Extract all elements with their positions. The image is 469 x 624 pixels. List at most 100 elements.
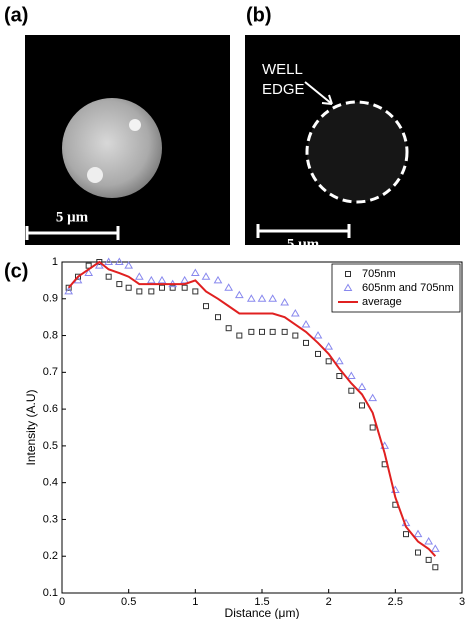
x-tick-label: 3: [459, 596, 465, 608]
data-point: [281, 328, 288, 335]
x-tick-label: 1.5: [254, 596, 269, 608]
x-tick-label: 2: [326, 596, 332, 608]
data-point: [234, 290, 244, 299]
y-tick-label: 0.1: [43, 587, 58, 599]
data-point: [257, 294, 267, 302]
data-point: [136, 288, 143, 295]
plot: 0 0.5 1 1.5 2 2.5 3 0.1 0.2 0.3 0.4 0.5 0.6 0.7 0.8 0.9…: [24, 256, 465, 620]
panel-label: (c): [4, 260, 28, 282]
data-point: [315, 350, 321, 357]
bright-spot: [87, 167, 103, 183]
y-axis-label: Intensity (A.U): [24, 389, 38, 465]
data-line: [67, 260, 437, 557]
data-point: [181, 284, 188, 291]
data-point: [292, 332, 299, 339]
data-point: [269, 328, 276, 335]
data-point: [432, 564, 439, 571]
scale-label: 5 μm: [56, 209, 89, 225]
data-point: [125, 284, 132, 291]
y-tick-label: 0.2: [43, 550, 58, 562]
y-tick-label: 0.3: [43, 513, 58, 525]
data-point: [348, 387, 355, 394]
y-tick-label: 0.8: [43, 329, 58, 341]
x-tick-label: 2.5: [388, 596, 403, 608]
plot-frame: [61, 261, 463, 594]
data-point: [64, 286, 74, 295]
y-tick-label: 0.4: [43, 477, 58, 489]
x-tick-label: 1: [192, 596, 198, 608]
data-point: [301, 320, 311, 328]
data-point: [303, 339, 309, 346]
panel-label: (a): [4, 4, 28, 26]
data-point: [84, 268, 94, 277]
data-point: [213, 275, 223, 284]
scale-bar: [25, 226, 120, 240]
data-point: [148, 288, 155, 295]
data-point: [114, 257, 124, 265]
data-point: [190, 268, 200, 277]
data-point: [236, 332, 243, 339]
data-point: [290, 308, 300, 317]
y-tick-label: 0.9: [43, 293, 58, 305]
data-point: [124, 261, 134, 269]
data-point: [313, 331, 323, 339]
y-tick-label: 0.6: [43, 403, 58, 415]
data-point: [334, 356, 344, 365]
cell: [62, 98, 162, 198]
data-point: [203, 303, 209, 310]
data-point: [424, 537, 434, 545]
data-point: [159, 284, 165, 291]
data-point: [359, 402, 365, 409]
data-point: [134, 272, 144, 280]
well-edge: [305, 100, 409, 204]
data-point: [215, 314, 221, 321]
data-point: [75, 273, 81, 280]
data-point: [425, 556, 432, 563]
data-point: [413, 529, 423, 538]
data-point: [180, 275, 190, 284]
annotation: EDGE: [262, 81, 305, 98]
data-point: [368, 393, 378, 402]
data-point: [105, 273, 112, 280]
data-point: [169, 284, 176, 291]
x-tick-label: 0.5: [121, 596, 136, 608]
x-axis-label: Distance (μm): [225, 606, 300, 619]
bright-spot: [129, 119, 141, 131]
data-point: [157, 275, 167, 284]
data-point: [259, 328, 265, 335]
x-tick-label: 0: [59, 596, 65, 608]
data-point: [96, 259, 103, 265]
data-point: [225, 325, 232, 332]
annotation: WELL: [262, 61, 303, 78]
legend-label: 605nm and 705nm: [362, 282, 454, 294]
y-tick-label: 0.7: [43, 366, 58, 378]
scale-label: 5 μm: [287, 236, 320, 252]
scale-bar: [256, 224, 351, 238]
data-point: [94, 261, 104, 269]
data-point: [346, 371, 356, 380]
data-point: [324, 342, 334, 350]
y-tick-label: 0.5: [43, 440, 58, 452]
data-point: [116, 281, 123, 288]
data-point: [268, 294, 278, 302]
data-point: [325, 358, 332, 365]
data-point: [403, 531, 409, 538]
data-point: [415, 549, 421, 556]
data-point: [248, 328, 255, 335]
data-point: [246, 294, 256, 302]
arrow: [304, 81, 333, 105]
y-tick-label: 1: [52, 256, 58, 268]
data-point: [430, 544, 440, 552]
legend-swatch: [343, 283, 353, 291]
data-point: [104, 257, 114, 265]
data-point: [192, 288, 199, 295]
legend-label: 705nm: [362, 268, 396, 280]
legend-label: average: [362, 296, 402, 308]
data-point: [65, 284, 72, 291]
data-point: [336, 373, 343, 380]
data-point: [146, 275, 156, 284]
panel-label: (b): [246, 4, 272, 26]
data-point: [201, 272, 211, 280]
data-point: [357, 382, 367, 391]
